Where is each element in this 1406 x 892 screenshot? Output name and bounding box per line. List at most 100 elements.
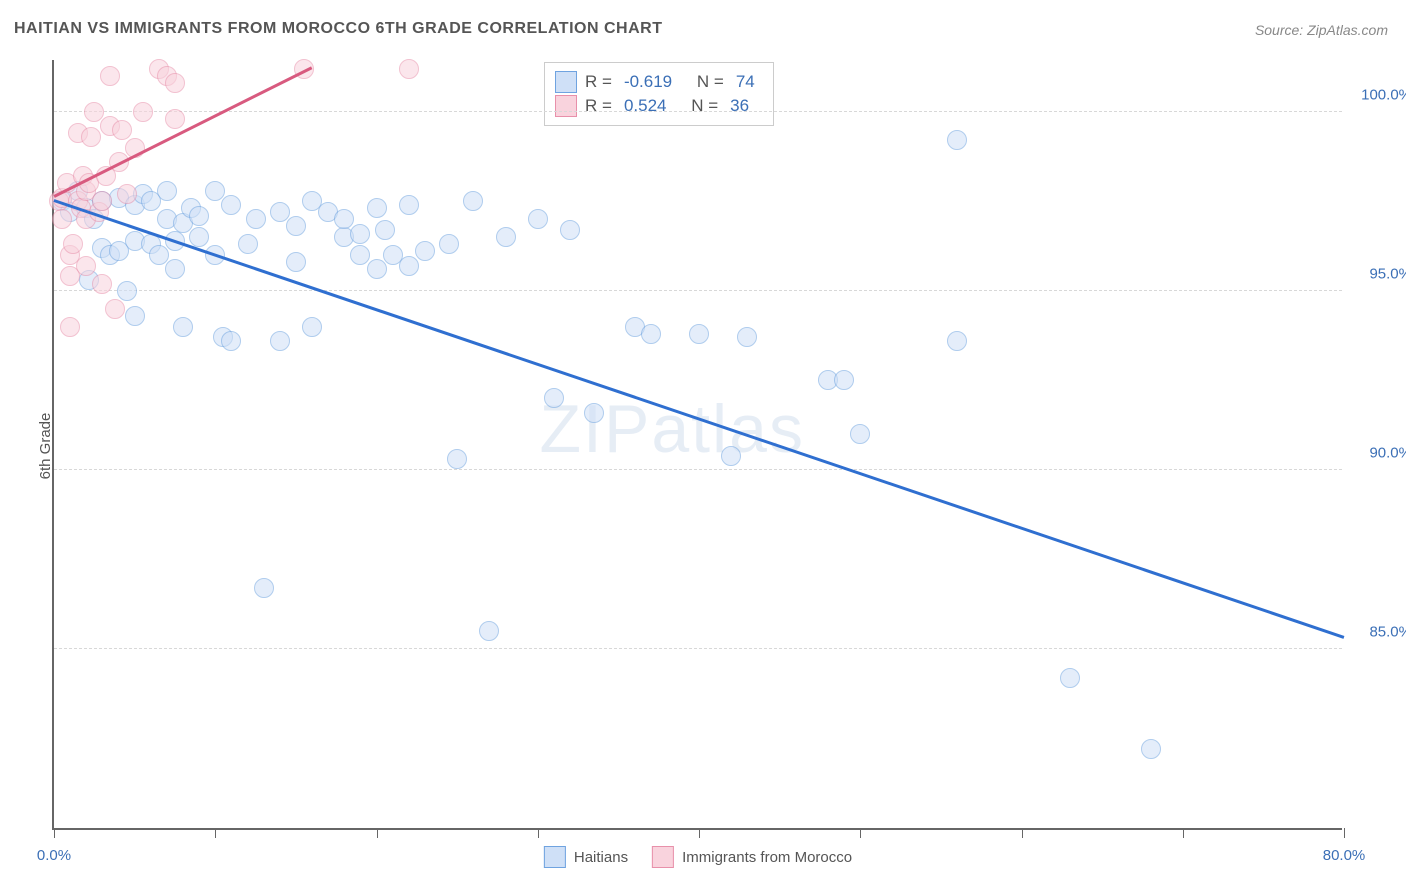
gridline-horizontal <box>54 111 1342 112</box>
scatter-point <box>205 181 225 201</box>
scatter-point <box>528 209 548 229</box>
scatter-plot-area: ZIPatlas R = -0.619 N = 74 R = 0.524 N =… <box>52 60 1342 830</box>
swatch-series2 <box>555 95 577 117</box>
scatter-point <box>221 195 241 215</box>
scatter-point <box>479 621 499 641</box>
y-tick-label: 100.0% <box>1352 86 1406 103</box>
scatter-point <box>544 388 564 408</box>
scatter-point <box>641 324 661 344</box>
scatter-point <box>270 331 290 351</box>
scatter-point <box>125 306 145 326</box>
scatter-point <box>165 73 185 93</box>
scatter-point <box>463 191 483 211</box>
x-tick <box>54 828 55 838</box>
scatter-point <box>721 446 741 466</box>
scatter-point <box>350 224 370 244</box>
scatter-point <box>173 317 193 337</box>
r-label: R = <box>585 72 612 92</box>
scatter-point <box>246 209 266 229</box>
gridline-horizontal <box>54 648 1342 649</box>
scatter-point <box>350 245 370 265</box>
scatter-point <box>254 578 274 598</box>
stats-row: R = -0.619 N = 74 <box>555 71 759 93</box>
r-label: R = <box>585 96 612 116</box>
legend: Haitians Immigrants from Morocco <box>544 846 852 868</box>
scatter-point <box>447 449 467 469</box>
x-tick <box>1022 828 1023 838</box>
legend-item: Haitians <box>544 846 628 868</box>
y-tick-label: 95.0% <box>1352 265 1406 282</box>
scatter-point <box>105 299 125 319</box>
scatter-point <box>286 216 306 236</box>
scatter-point <box>100 66 120 86</box>
legend-label-2: Immigrants from Morocco <box>682 849 852 866</box>
scatter-point <box>367 259 387 279</box>
scatter-point <box>133 102 153 122</box>
scatter-point <box>189 206 209 226</box>
y-tick-label: 90.0% <box>1352 444 1406 461</box>
scatter-point <box>92 191 112 211</box>
n-label: N = <box>697 72 724 92</box>
scatter-point <box>157 181 177 201</box>
scatter-point <box>76 256 96 276</box>
scatter-point <box>415 241 435 261</box>
n-value-1: 74 <box>736 72 755 92</box>
scatter-point <box>189 227 209 247</box>
n-label: N = <box>691 96 718 116</box>
trend-line <box>54 199 1345 638</box>
x-tick <box>377 828 378 838</box>
scatter-point <box>496 227 516 247</box>
gridline-horizontal <box>54 290 1342 291</box>
scatter-point <box>439 234 459 254</box>
scatter-point <box>947 331 967 351</box>
scatter-point <box>221 331 241 351</box>
correlation-stats-box: R = -0.619 N = 74 R = 0.524 N = 36 <box>544 62 774 126</box>
legend-label-1: Haitians <box>574 849 628 866</box>
swatch-series2 <box>652 846 674 868</box>
scatter-point <box>367 198 387 218</box>
scatter-point <box>60 317 80 337</box>
x-tick <box>1183 828 1184 838</box>
scatter-point <box>834 370 854 390</box>
scatter-point <box>302 317 322 337</box>
scatter-point <box>165 109 185 129</box>
scatter-point <box>84 102 104 122</box>
scatter-point <box>334 209 354 229</box>
x-tick-label: 0.0% <box>37 847 71 864</box>
watermark: ZIPatlas <box>540 390 805 468</box>
scatter-point <box>399 195 419 215</box>
scatter-point <box>737 327 757 347</box>
gridline-horizontal <box>54 469 1342 470</box>
scatter-point <box>1141 739 1161 759</box>
scatter-point <box>117 184 137 204</box>
scatter-point <box>375 220 395 240</box>
r-value-2: 0.524 <box>624 96 667 116</box>
scatter-point <box>165 259 185 279</box>
x-tick <box>538 828 539 838</box>
scatter-point <box>1060 668 1080 688</box>
scatter-point <box>92 274 112 294</box>
scatter-point <box>52 209 72 229</box>
n-value-2: 36 <box>730 96 749 116</box>
r-value-1: -0.619 <box>624 72 672 92</box>
scatter-point <box>399 59 419 79</box>
source-attribution: Source: ZipAtlas.com <box>1255 22 1388 38</box>
scatter-point <box>947 130 967 150</box>
scatter-point <box>270 202 290 222</box>
scatter-point <box>689 324 709 344</box>
chart-title: HAITIAN VS IMMIGRANTS FROM MOROCCO 6TH G… <box>14 20 662 38</box>
x-tick <box>215 828 216 838</box>
scatter-point <box>117 281 137 301</box>
x-tick-label: 80.0% <box>1323 847 1366 864</box>
scatter-point <box>63 234 83 254</box>
x-tick <box>699 828 700 838</box>
swatch-series1 <box>544 846 566 868</box>
scatter-point <box>149 245 169 265</box>
scatter-point <box>584 403 604 423</box>
x-tick <box>1344 828 1345 838</box>
scatter-point <box>286 252 306 272</box>
scatter-point <box>560 220 580 240</box>
scatter-point <box>399 256 419 276</box>
stats-row: R = 0.524 N = 36 <box>555 95 759 117</box>
x-tick <box>860 828 861 838</box>
